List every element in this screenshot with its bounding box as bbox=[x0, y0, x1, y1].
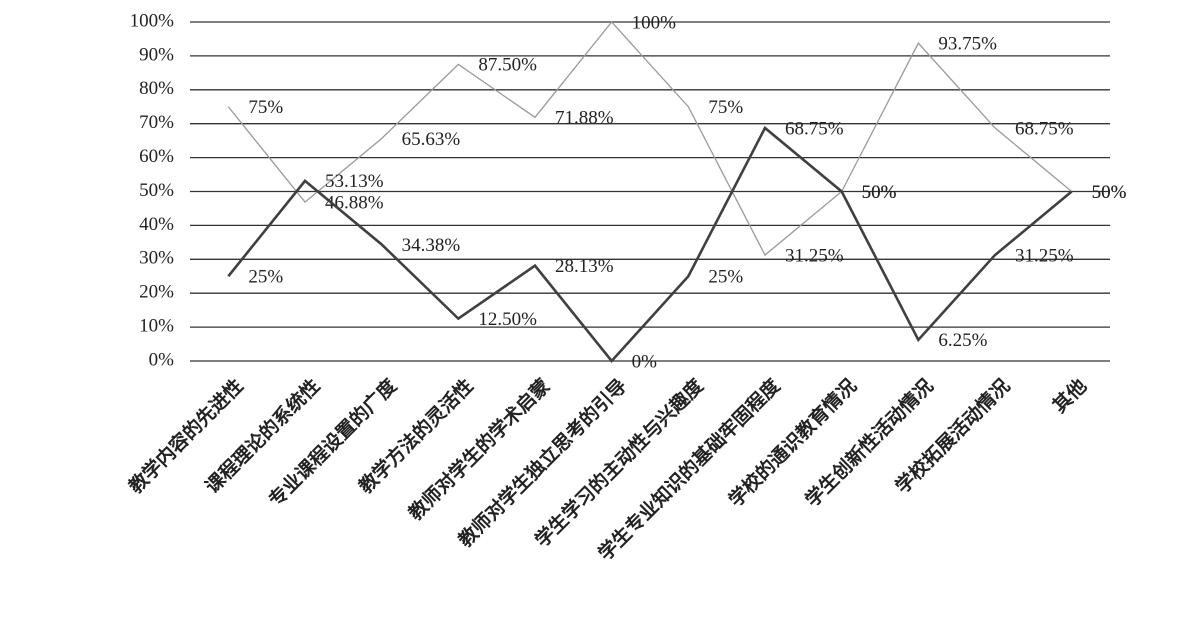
y-tick-label: 0% bbox=[149, 349, 175, 370]
x-tick-label: 学校的通识教育情况 bbox=[724, 374, 861, 511]
data-label: 31.25% bbox=[1015, 245, 1074, 266]
data-label: 50% bbox=[1092, 182, 1127, 203]
y-tick-label: 20% bbox=[139, 282, 174, 303]
data-label: 53.13% bbox=[325, 171, 384, 192]
data-label: 50% bbox=[862, 182, 897, 203]
data-label: 93.75% bbox=[938, 34, 997, 55]
y-tick-label: 70% bbox=[139, 112, 174, 133]
data-label: 31.25% bbox=[785, 245, 844, 266]
data-label: 46.88% bbox=[325, 192, 384, 213]
data-label: 6.25% bbox=[938, 330, 987, 351]
y-tick-label: 80% bbox=[139, 78, 174, 99]
data-label: 25% bbox=[708, 267, 743, 288]
data-label: 0% bbox=[632, 351, 658, 372]
y-tick-label: 30% bbox=[139, 248, 174, 269]
y-tick-label: 60% bbox=[139, 146, 174, 167]
y-tick-label: 10% bbox=[139, 315, 174, 336]
data-label: 12.50% bbox=[478, 309, 537, 330]
y-tick-label: 40% bbox=[139, 214, 174, 235]
y-tick-label: 100% bbox=[130, 10, 175, 31]
data-label: 71.88% bbox=[555, 108, 614, 129]
x-tick-label: 其他 bbox=[1048, 374, 1091, 417]
data-label: 100% bbox=[632, 12, 677, 33]
data-label: 50% bbox=[862, 182, 897, 203]
data-label: 25% bbox=[248, 267, 283, 288]
data-label: 50% bbox=[1092, 182, 1127, 203]
y-tick-label: 90% bbox=[139, 44, 174, 65]
series-line bbox=[227, 125, 1073, 364]
data-label: 87.50% bbox=[478, 55, 537, 76]
x-tick-label: 学生创新性活动情况 bbox=[801, 374, 938, 511]
x-tick-label: 教师对学生的学术启蒙 bbox=[404, 374, 555, 525]
data-label: 75% bbox=[248, 97, 283, 118]
data-label: 68.75% bbox=[1015, 118, 1074, 139]
data-label: 75% bbox=[708, 97, 743, 118]
data-label: 68.75% bbox=[785, 118, 844, 139]
data-label: 28.13% bbox=[555, 256, 614, 277]
data-label: 65.63% bbox=[402, 129, 461, 150]
x-tick-label: 专业课程设置的广度 bbox=[264, 373, 402, 511]
y-tick-label: 50% bbox=[139, 180, 174, 201]
series-line bbox=[227, 20, 1073, 257]
data-label: 34.38% bbox=[402, 235, 461, 256]
